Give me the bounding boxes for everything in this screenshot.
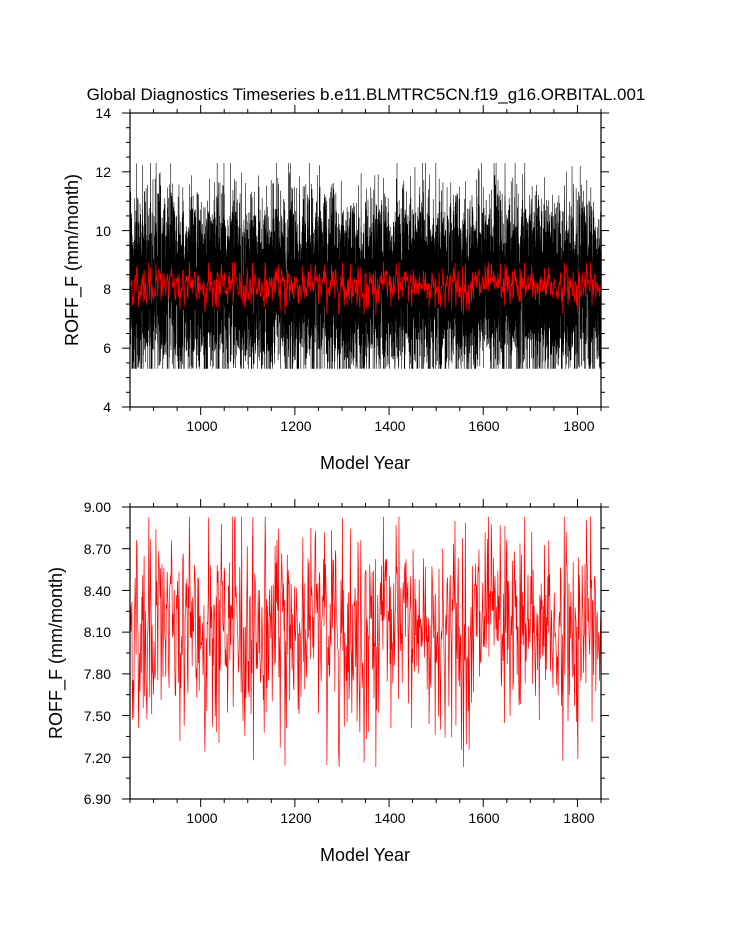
bottom-ytick-label-7.50: 7.50 [84, 708, 111, 724]
bottom-ytick-label-7.20: 7.20 [84, 750, 111, 766]
bottom-xtick-label-1800: 1800 [563, 810, 594, 826]
monthly-series-line [129, 162, 602, 370]
bottom-xtick-label-1600: 1600 [468, 810, 499, 826]
top-xtick-label-1800: 1800 [563, 418, 594, 434]
bottom-xtick-label-1000: 1000 [186, 810, 217, 826]
bottom-ytick-label-8.40: 8.40 [84, 583, 111, 599]
bottom-x-axis-label: Model Year [320, 845, 410, 865]
top-xtick-label-1400: 1400 [374, 418, 405, 434]
bottom-y-axis-label: ROFF_F (mm/month) [46, 567, 67, 739]
monthly-data-lines [129, 162, 602, 370]
top-ytick-label-14: 14 [95, 105, 111, 121]
top-ytick-label-4: 4 [103, 399, 111, 415]
top-xtick-label-1200: 1200 [280, 418, 311, 434]
annual-series-line-top [129, 260, 602, 316]
bottom-axis-ticks [122, 499, 609, 807]
bottom-ytick-label-6.90: 6.90 [84, 791, 111, 807]
bottom-ytick-label-7.80: 7.80 [84, 666, 111, 682]
top-xtick-label-1000: 1000 [186, 418, 217, 434]
top-ytick-label-8: 8 [103, 281, 111, 297]
top-xtick-label-1600: 1600 [468, 418, 499, 434]
annual-series-line [129, 516, 602, 768]
top-axis-ticks [122, 105, 609, 415]
top-x-axis-label: Model Year [320, 453, 410, 473]
top-ytick-label-6: 6 [103, 340, 111, 356]
bottom-ytick-label-8.10: 8.10 [84, 624, 111, 640]
bottom-ytick-label-8.70: 8.70 [84, 541, 111, 557]
figure-title: Global Diagnostics Timeseries b.e11.BLMT… [87, 85, 646, 104]
annual-data-line [129, 516, 602, 768]
bottom-ytick-label-9.00: 9.00 [84, 499, 111, 515]
bottom-xtick-label-1200: 1200 [280, 810, 311, 826]
top-y-axis-label: ROFF_F (mm/month) [62, 174, 83, 346]
top-ytick-label-10: 10 [95, 223, 111, 239]
monthly-timeseries-panel: 4 6 8 10 12 14 1000 1200 1400 1600 1800 … [62, 105, 609, 473]
bottom-xtick-label-1400: 1400 [374, 810, 405, 826]
top-ytick-label-12: 12 [95, 164, 111, 180]
bottom-plot-frame [129, 506, 602, 800]
annual-timeseries-panel: 6.90 7.20 7.50 7.80 8.10 8.40 8.70 9.00 … [46, 499, 609, 865]
